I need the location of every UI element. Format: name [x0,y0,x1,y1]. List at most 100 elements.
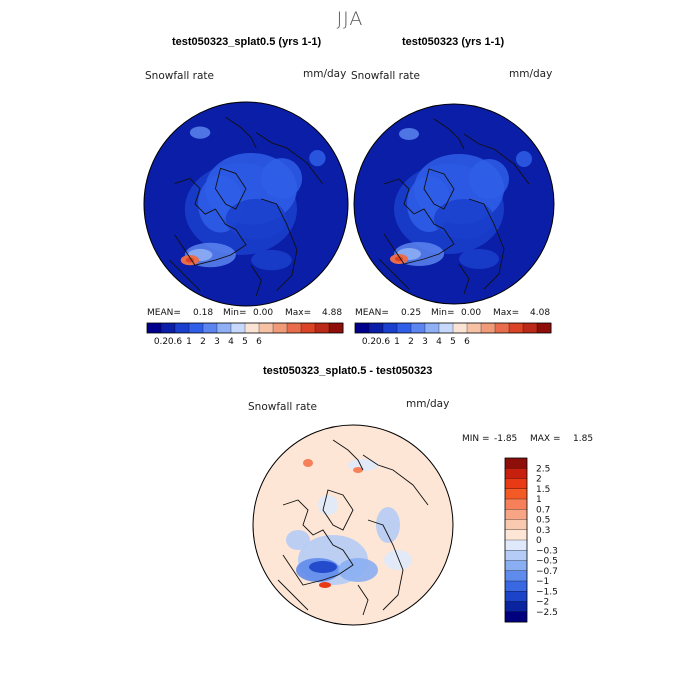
panel3-colorbar-swatch [504,488,528,500]
panel1-colorbar-tick-label: 0.2 [154,337,168,347]
panel2-mean-label: MEAN= [355,308,389,318]
panel3-coastline [367,519,404,611]
panel3-colorbar-swatch [504,570,528,582]
panel3-units-label: mm/day [406,398,450,410]
panel3-variable-label: Snowfall rate [248,401,317,413]
panel2-coastline [463,133,530,185]
panel3-field-patch [318,495,338,515]
panel3-colorbar-tick-label: 0 [536,536,542,546]
panel2-colorbar-swatch [452,322,468,334]
panel1-map-outline [143,101,349,307]
panel2-colorbar-swatch [536,322,552,334]
panel3-title: test050323_splat0.5 - test050323 [263,365,433,377]
panel3-colorbar-swatch [504,560,528,572]
panel3-colorbar-swatch [504,601,528,613]
panel2-colorbar-tick-label: 2 [408,337,414,347]
panel2-colorbar-tick-label: 6 [464,337,470,347]
panel3-colorbar-tick-label: −2.5 [536,608,558,618]
panel2-colorbar-tick-label: 1 [394,337,400,347]
panel2-max-value: 4.08 [530,308,551,318]
panel1-field-patch [251,249,292,271]
panel1-colorbar-tick-label: 2 [200,337,206,347]
panel1-colorbar-swatch [244,322,260,334]
panel2-min-value: 0.00 [461,308,482,318]
panel1-colorbar-tick-label: 5 [242,337,248,347]
panel1-colorbar-swatch [272,322,288,334]
panel2-colorbar-swatch [438,322,454,334]
panel3-colorbar-tick-label: −0.5 [536,557,558,567]
panel1-colorbar-frame [146,322,344,334]
panel2-units-label: mm/day [509,68,553,80]
panel1-colorbar-tick-label: 3 [214,337,220,347]
panel3-colorbar-swatch [504,580,528,592]
panel2-field-patch [459,249,499,269]
panel1-variable-label: Snowfall rate [145,70,214,82]
panel3-colorbar-tick-label: −2 [536,598,549,608]
panel2-coastline [433,118,465,150]
panel1-colorbar-swatch [202,322,218,334]
panel1-mean-label: MEAN= [147,308,181,318]
panel3-coastline [332,439,364,471]
panel2-coastline [423,168,455,210]
panel2-coastline [378,258,410,290]
panel3-field-patch [338,558,378,582]
panel3-coastline [282,499,354,586]
panel2-field-patch [469,159,509,199]
panel2-colorbar-swatch [522,322,538,334]
panel2-colorbar-tick-label: 0.6 [376,337,391,347]
panel1-coastline [214,167,247,210]
panel3-colorbar-tick-label: −0.3 [536,546,558,556]
panel1-field-patch [225,198,287,240]
panel3-field-patch [353,467,363,473]
panel1-coastline [261,198,298,292]
panel1-coastline [169,259,201,292]
panel1-field-patch [189,126,211,139]
season-title: JJA [336,8,364,30]
panel3-field-patch [384,550,412,570]
panel3-colorbar-frame [504,457,528,623]
panel3-colorbar-swatch [504,591,528,602]
panel2-title: test050323 (yrs 1-1) [402,36,505,48]
panel3-colorbar-tick-label: 1.5 [536,485,550,495]
panel1-field-patch [261,158,303,199]
panel1-colorbar-swatch [174,322,190,334]
panel3-colorbar-swatch [504,611,528,623]
panel2-colorbar-swatch [466,322,482,334]
panel1-field-patch [309,149,326,167]
panel2-field-patch [399,128,419,140]
panel3-colorbar-tick-label: 2.5 [536,464,550,474]
panel3-colorbar-tick-label: 0.3 [536,526,550,536]
panel2-field-patch [516,151,532,167]
panel1-max-label: Max= [285,308,312,318]
panel2-field-patch [434,199,494,239]
panel3-colorbar-swatch [504,468,528,479]
panel3-field-patch [303,459,313,467]
panel2-colorbar-tick-label: 3 [422,337,428,347]
panel1-max-value: 4.88 [322,308,343,318]
panel3-coastline [277,579,309,611]
panel3-field-patch [286,530,310,550]
panel2-coastline [383,178,455,265]
panel1-colorbar-tick-label: 1 [186,337,192,347]
panel3-colorbar-swatch [504,550,528,561]
panel3-colorbar-swatch [504,478,528,490]
panel2-coastline [468,198,505,290]
panel3-colorbar-swatch [504,498,528,510]
panel2-colorbar-swatch [508,322,524,334]
panel2-mean-value: 0.25 [401,308,422,318]
panel3-coastline [357,584,369,616]
panel1-colorbar-tick-label: 0.6 [168,337,183,347]
panel3-field-patch [319,582,331,588]
panel1-coastline [225,116,257,149]
panel3-colorbar-swatch [504,519,528,531]
panel1-min-value: 0.00 [253,308,274,318]
panel3-field-patch [309,561,337,573]
panel1-colorbar-swatch [230,322,246,334]
panel2-max-label: Max= [493,308,520,318]
panel1-colorbar-swatch [188,322,204,334]
panel2-colorbar-swatch [396,322,412,334]
panel3-max-value: 1.85 [573,434,594,444]
panel2-colorbar-swatch [354,322,370,334]
panel2-colorbar-swatch [424,322,440,334]
